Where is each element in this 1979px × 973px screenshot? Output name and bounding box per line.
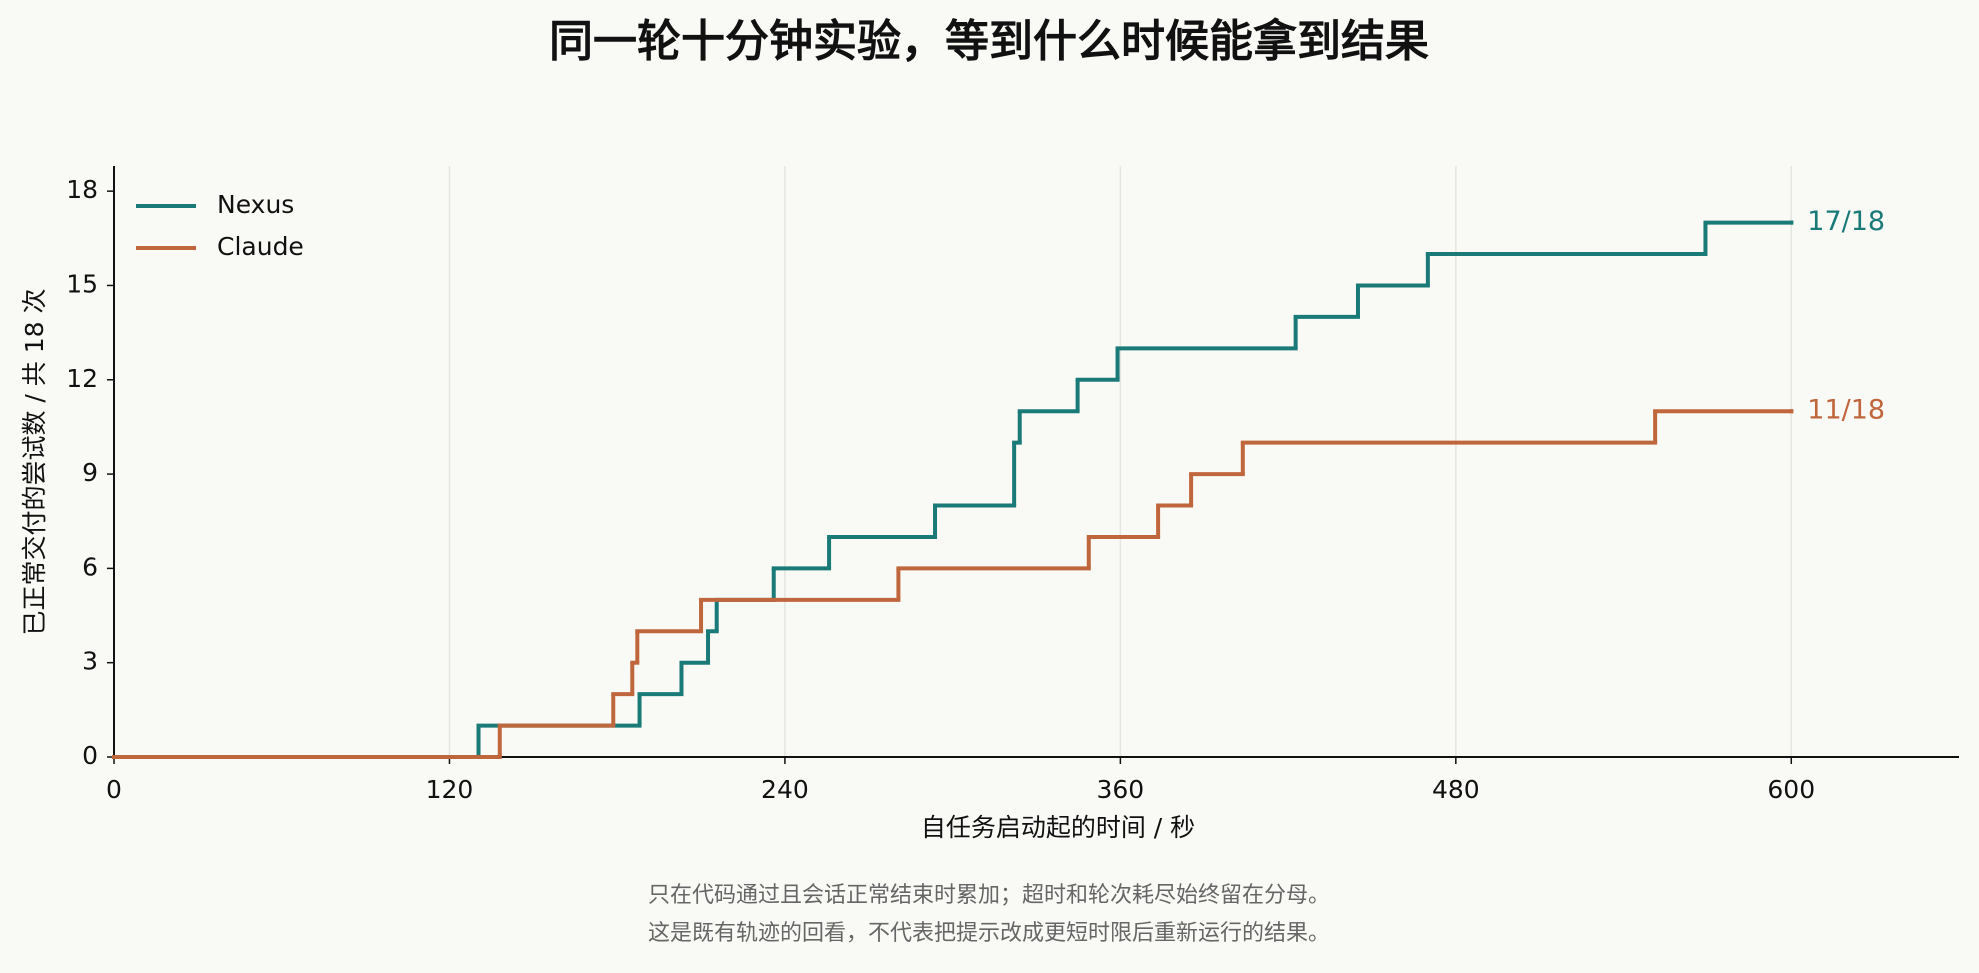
end-label: 17/18 <box>1807 206 1885 237</box>
x-tick-label: 0 <box>106 775 122 804</box>
y-tick-label: 3 <box>82 647 98 676</box>
footnote: 这是既有轨迹的回看，不代表把提示改成更短时限后重新运行的结果。 <box>648 921 1330 946</box>
x-tick-label: 240 <box>761 775 809 804</box>
x-tick-label: 480 <box>1432 775 1480 804</box>
y-tick-label: 6 <box>82 552 98 581</box>
x-tick-label: 120 <box>426 775 474 804</box>
y-tick-label: 0 <box>82 741 98 770</box>
end-label: 11/18 <box>1807 395 1885 426</box>
y-axis-label: 已正常交付的尝试数 / 共 18 次 <box>20 288 49 635</box>
footnote: 只在代码通过且会话正常结束时累加；超时和轮次耗尽始终留在分母。 <box>648 883 1330 908</box>
legend-label: Claude <box>217 232 304 261</box>
x-tick-label: 600 <box>1767 775 1815 804</box>
x-tick-label: 360 <box>1097 775 1145 804</box>
legend-label: Nexus <box>217 190 294 219</box>
y-tick-label: 15 <box>66 269 98 298</box>
y-tick-label: 9 <box>82 458 98 487</box>
chart-title: 同一轮十分钟实验，等到什么时候能拿到结果 <box>549 16 1429 67</box>
y-tick-label: 18 <box>66 175 98 204</box>
y-tick-label: 12 <box>66 364 98 393</box>
x-axis-label: 自任务启动起的时间 / 秒 <box>921 813 1195 842</box>
